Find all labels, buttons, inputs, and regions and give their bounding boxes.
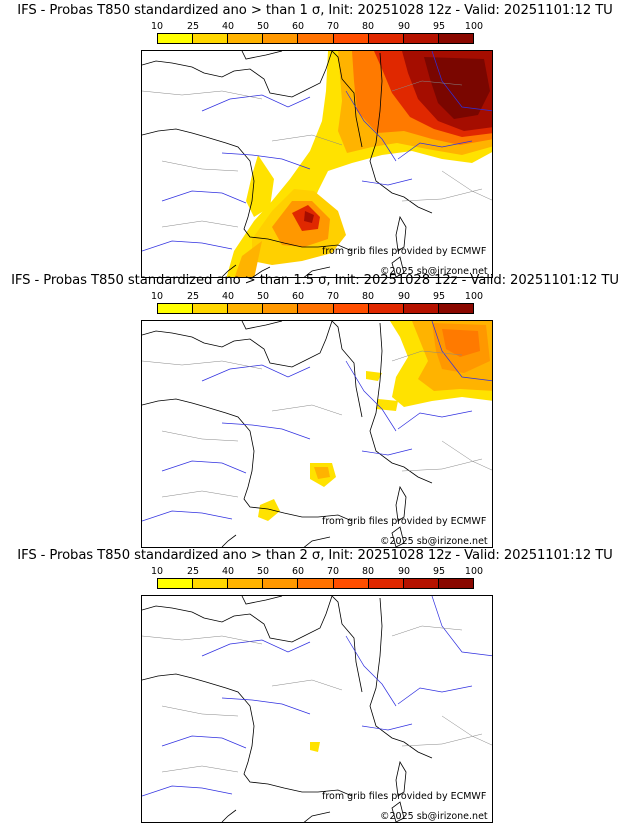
legend-tick: 10 bbox=[150, 566, 164, 577]
legend-tick: 60 bbox=[291, 291, 305, 302]
legend-swatch bbox=[403, 34, 439, 43]
legend-tick: 95 bbox=[432, 291, 446, 302]
probability-map: from grib files provided by ECMWF ©2025 … bbox=[141, 50, 493, 278]
legend-swatch bbox=[193, 304, 229, 313]
legend-tick: 25 bbox=[186, 291, 200, 302]
color-legend-bar bbox=[157, 33, 474, 44]
legend-swatch bbox=[193, 34, 229, 43]
legend-swatch bbox=[368, 579, 404, 588]
legend-tick: 50 bbox=[256, 566, 270, 577]
legend-tick: 70 bbox=[326, 566, 340, 577]
legend-tick: 80 bbox=[361, 291, 375, 302]
map-title: IFS - Probas T850 standardized ano > tha… bbox=[11, 273, 619, 288]
legend-swatch bbox=[298, 304, 334, 313]
probability-shading bbox=[310, 742, 320, 752]
legend-swatch bbox=[333, 34, 369, 43]
color-legend-bar bbox=[157, 303, 474, 314]
legend-tick: 40 bbox=[221, 566, 235, 577]
legend-swatch bbox=[263, 304, 299, 313]
legend-ticks: 10 25 40 50 60 70 80 90 95 100 bbox=[140, 21, 495, 33]
legend-swatch bbox=[333, 304, 369, 313]
legend-tick: 25 bbox=[186, 21, 200, 32]
legend-swatch bbox=[368, 34, 404, 43]
credit-copyright: ©2025 sb@irizone.net bbox=[380, 266, 488, 277]
legend-swatch bbox=[228, 34, 264, 43]
legend-swatch bbox=[333, 579, 369, 588]
map-title: IFS - Probas T850 standardized ano > tha… bbox=[17, 3, 613, 18]
legend-swatch bbox=[403, 579, 439, 588]
legend-swatch bbox=[158, 304, 194, 313]
color-legend-bar bbox=[157, 578, 474, 589]
legend-swatch bbox=[298, 34, 334, 43]
legend-tick: 70 bbox=[326, 291, 340, 302]
legend-swatch bbox=[193, 579, 229, 588]
legend-tick: 40 bbox=[221, 291, 235, 302]
legend-swatch bbox=[263, 34, 299, 43]
legend-swatch bbox=[403, 304, 439, 313]
legend-tick: 60 bbox=[291, 566, 305, 577]
legend-swatch bbox=[263, 579, 299, 588]
legend-tick: 70 bbox=[326, 21, 340, 32]
legend-tick: 90 bbox=[397, 291, 411, 302]
probability-shading bbox=[226, 51, 492, 277]
legend-tick: 100 bbox=[464, 291, 484, 302]
legend-tick: 50 bbox=[256, 291, 270, 302]
legend-swatch bbox=[438, 34, 473, 43]
legend-tick: 95 bbox=[432, 566, 446, 577]
legend-ticks: 10 25 40 50 60 70 80 90 95 100 bbox=[140, 291, 495, 303]
legend-tick: 90 bbox=[397, 21, 411, 32]
credit-source: from grib files provided by ECMWF bbox=[322, 791, 487, 802]
map-title: IFS - Probas T850 standardized ano > tha… bbox=[17, 548, 613, 563]
panel-2-sigma: IFS - Probas T850 standardized ano > tha… bbox=[0, 547, 630, 823]
probability-map: from grib files provided by ECMWF ©2025 … bbox=[141, 595, 493, 823]
legend-tick: 60 bbox=[291, 21, 305, 32]
legend-swatch bbox=[158, 579, 194, 588]
legend-tick: 95 bbox=[432, 21, 446, 32]
legend-swatch bbox=[368, 304, 404, 313]
legend-swatch bbox=[438, 304, 473, 313]
credit-source: from grib files provided by ECMWF bbox=[322, 516, 487, 527]
credit-source: from grib files provided by ECMWF bbox=[322, 246, 487, 257]
legend-tick: 25 bbox=[186, 566, 200, 577]
legend-swatch bbox=[438, 579, 473, 588]
legend-tick: 80 bbox=[361, 21, 375, 32]
legend-tick: 10 bbox=[150, 291, 164, 302]
panel-1-5-sigma: IFS - Probas T850 standardized ano > tha… bbox=[0, 272, 630, 548]
legend-tick: 90 bbox=[397, 566, 411, 577]
credit-copyright: ©2025 sb@irizone.net bbox=[380, 811, 488, 822]
legend-tick: 80 bbox=[361, 566, 375, 577]
probability-shading bbox=[258, 321, 492, 521]
legend-tick: 100 bbox=[464, 566, 484, 577]
legend-tick: 100 bbox=[464, 21, 484, 32]
legend-swatch bbox=[228, 304, 264, 313]
legend-tick: 10 bbox=[150, 21, 164, 32]
legend-swatch bbox=[158, 34, 194, 43]
legend-swatch bbox=[298, 579, 334, 588]
probability-map: from grib files provided by ECMWF ©2025 … bbox=[141, 320, 493, 548]
legend-swatch bbox=[228, 579, 264, 588]
legend-ticks: 10 25 40 50 60 70 80 90 95 100 bbox=[140, 566, 495, 578]
panel-1-sigma: IFS - Probas T850 standardized ano > tha… bbox=[0, 2, 630, 278]
legend-tick: 40 bbox=[221, 21, 235, 32]
legend-tick: 50 bbox=[256, 21, 270, 32]
credit-copyright: ©2025 sb@irizone.net bbox=[380, 536, 488, 547]
